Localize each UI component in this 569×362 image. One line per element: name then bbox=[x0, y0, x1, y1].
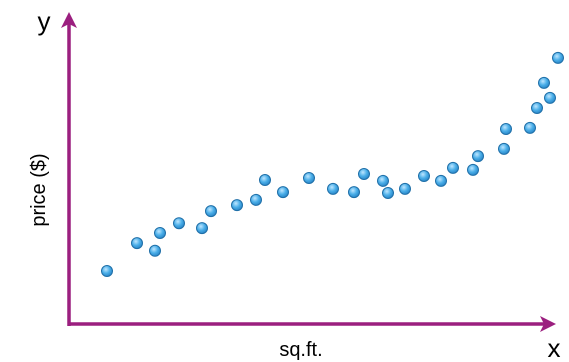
data-point-4 bbox=[154, 227, 166, 239]
data-point-26 bbox=[524, 121, 536, 134]
data-point-3 bbox=[149, 244, 161, 257]
data-point-14 bbox=[348, 186, 360, 199]
y-axis-arrowhead bbox=[61, 12, 77, 28]
data-point-30 bbox=[552, 51, 564, 64]
data-point-27 bbox=[531, 102, 543, 114]
data-point-9 bbox=[250, 193, 262, 206]
x-axis-letter: x bbox=[548, 333, 561, 362]
data-point-8 bbox=[231, 199, 243, 212]
data-point-20 bbox=[435, 174, 447, 187]
data-point-29 bbox=[544, 91, 556, 104]
data-point-16 bbox=[377, 174, 389, 187]
data-point-19 bbox=[418, 170, 430, 182]
y-axis-letter: y bbox=[38, 6, 51, 36]
data-points bbox=[101, 51, 564, 277]
data-point-23 bbox=[472, 150, 484, 163]
data-point-5 bbox=[173, 217, 185, 230]
data-point-11 bbox=[277, 186, 289, 199]
data-point-6 bbox=[196, 222, 208, 235]
data-point-1 bbox=[101, 265, 113, 277]
x-axis-arrowhead bbox=[540, 316, 556, 332]
data-point-21 bbox=[447, 161, 459, 174]
data-point-15 bbox=[358, 168, 370, 180]
data-point-24 bbox=[498, 142, 510, 155]
data-point-10 bbox=[259, 174, 271, 186]
y-axis-label: price ($) bbox=[28, 153, 50, 226]
data-point-28 bbox=[538, 76, 550, 89]
data-point-7 bbox=[205, 205, 217, 218]
data-point-2 bbox=[131, 237, 143, 250]
data-point-25 bbox=[500, 123, 512, 135]
data-point-18 bbox=[399, 182, 411, 195]
data-point-12 bbox=[303, 172, 315, 184]
data-point-17 bbox=[382, 187, 394, 199]
data-point-13 bbox=[327, 182, 339, 195]
x-axis-label: sq.ft. bbox=[279, 339, 322, 361]
data-point-22 bbox=[467, 163, 479, 176]
